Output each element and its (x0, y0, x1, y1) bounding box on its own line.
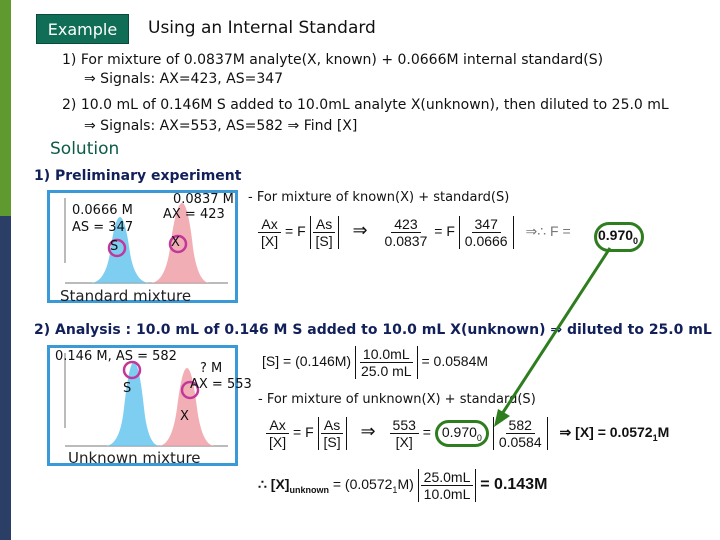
arrow-head (494, 409, 510, 427)
peak-s-marker-2 (122, 360, 142, 380)
panel1-conc-s: 0.0666 M (72, 203, 133, 218)
sidebar-accent-bottom (0, 216, 11, 540)
equation-3: ∴ [X]unknown = (0.05721M) 25.0mL 10.0mL =… (258, 469, 547, 502)
peak-s-2 (105, 362, 160, 446)
panel1-peak-s-label: S (110, 239, 119, 254)
step-2-note: - For mixture of unknown(X) + standard(S… (258, 392, 536, 407)
eq1-f: = F (285, 223, 306, 240)
eqs-result: = 0.0584M (421, 353, 489, 370)
eq2-s-den: 0.0584 (498, 434, 542, 450)
eq3-den: 10.0mL (423, 486, 471, 502)
problem-line-2b: ⇒ Signals: AX=553, AS=582 ⇒ Find [X] (84, 118, 358, 134)
f-value-text: 0.970 (598, 227, 634, 243)
eq2-f: = F (293, 424, 314, 441)
eq1-lhs-den: [X] (261, 233, 279, 249)
panel2-peak-s-label: S (123, 381, 132, 396)
equation-1: Ax [X] = F As [S] ⇒ 423 0.0837 = F 347 0.066… (258, 216, 571, 249)
standard-mixture-caption: Standard mixture (60, 287, 192, 305)
problem-line-2: 2) 10.0 mL of 0.146M S added to 10.0mL a… (62, 97, 669, 113)
peak-x-marker (168, 234, 188, 254)
eqs-den: 25.0 mL (360, 363, 412, 379)
eq2-rhs-num: As (320, 417, 344, 434)
eq2-value-den: [X] (395, 434, 413, 450)
eq1-rhs-num: As (312, 216, 336, 233)
peak-s-marker (107, 238, 127, 258)
eq2-arrow: ⇒ (360, 421, 376, 442)
eq1-value-num: 423 (391, 216, 421, 233)
unknown-mixture-panel (47, 345, 238, 466)
eq2-lhs-num: Ax (266, 417, 289, 434)
problem-line-1b: ⇒ Signals: AX=423, AS=347 (84, 71, 284, 87)
eq1-s-num: 347 (471, 216, 501, 233)
eq3-lhs-text: ∴ [X] (258, 476, 290, 493)
eq2-rhs-den: [S] (323, 434, 341, 450)
f-value-sub: 0 (633, 235, 639, 246)
peak-s (90, 217, 150, 283)
standard-mixture-chromatogram (64, 198, 228, 284)
eq3-result: = 0.143M (480, 476, 548, 494)
panel2-peak-x-label: X (180, 409, 189, 424)
eq2-fsub: 0 (476, 433, 482, 443)
page-title: Using an Internal Standard (148, 18, 376, 38)
eq1-value-den: 0.0837 (384, 233, 428, 249)
eqs-num: 10.0mL (359, 346, 413, 363)
eq2-result-unit: M (657, 424, 670, 441)
eq3-mid2: M) (397, 476, 414, 493)
eq3-lhs-sub: unknown (289, 485, 329, 495)
example-tag: Example (36, 14, 129, 44)
solution-heading: Solution (50, 139, 120, 159)
eq2-s-num: 582 (505, 417, 535, 434)
panel1-peak-x-label: X (171, 235, 180, 250)
eq2-value-num: 553 (389, 417, 419, 434)
step-2-label: 2) Analysis : 10.0 mL of 0.146 M S added… (34, 322, 712, 338)
panel1-conc-x: 0.0837 M (173, 192, 234, 207)
panel2-conc-x: ? M (200, 361, 223, 376)
standard-mixture-panel (47, 190, 238, 303)
eq2-f-highlight: 0.9700 (434, 420, 489, 447)
eq1-arrow: ⇒ (352, 220, 368, 241)
equation-2: Ax [X] = F As [S] ⇒ 553 [X] = 0.9700 582 0.0… (266, 417, 669, 450)
peak-x-marker-2 (180, 380, 200, 400)
step-1-note: - For mixture of known(X) + standard(S) (248, 190, 510, 205)
panel2-conc-s: 0.146 M, AS = 582 (55, 349, 177, 364)
eq3-mid-text: = (0.0572 (332, 476, 393, 493)
eq2-result-sub: 1 (652, 433, 658, 443)
eq1-s-den: 0.0666 (464, 233, 508, 249)
eq2-fval: 0.970 (441, 424, 477, 441)
unknown-mixture-chromatogram (64, 353, 228, 447)
eq2-result: ⇒ [X] = 0.05721M (559, 424, 670, 443)
f-value: 0.9700 (598, 227, 638, 246)
eq2-lhs-den: [X] (269, 434, 287, 450)
eq3-lhs: ∴ [X]unknown (258, 476, 329, 495)
eq2-eqsign: = (422, 424, 431, 441)
eq1-lhs-num: Ax (258, 216, 281, 233)
eq3-mid-sub: 1 (392, 485, 398, 495)
problem-line-1: 1) For mixture of 0.0837M analyte(X, kno… (62, 52, 604, 68)
arrow-shaft (500, 247, 612, 415)
eq1-therefore: ⇒∴ F = (525, 223, 571, 240)
peak-x-2 (158, 368, 215, 446)
eq2-result-text: ⇒ [X] = 0.0572 (559, 424, 653, 441)
eqs-lhs: [S] = (0.146M) (262, 353, 352, 370)
eq1-rhs-den: [S] (315, 233, 333, 249)
f-value-highlight (594, 222, 644, 252)
eq3-num: 25.0mL (420, 469, 474, 486)
equation-s: [S] = (0.146M) 10.0mL 25.0 mL = 0.0584M (262, 346, 488, 379)
eq1-vf: = F (434, 223, 455, 240)
panel1-as: AS = 347 (72, 220, 134, 235)
unknown-mixture-caption: Unknown mixture (68, 449, 201, 467)
sidebar-accent-top (0, 0, 11, 216)
step-1-label: 1) Preliminary experiment (34, 168, 242, 184)
panel2-ax: AX = 553 (190, 377, 252, 392)
eq3-mid: = (0.05721M) (332, 476, 414, 495)
panel1-ax: AX = 423 (163, 207, 225, 222)
peak-x (150, 203, 210, 283)
